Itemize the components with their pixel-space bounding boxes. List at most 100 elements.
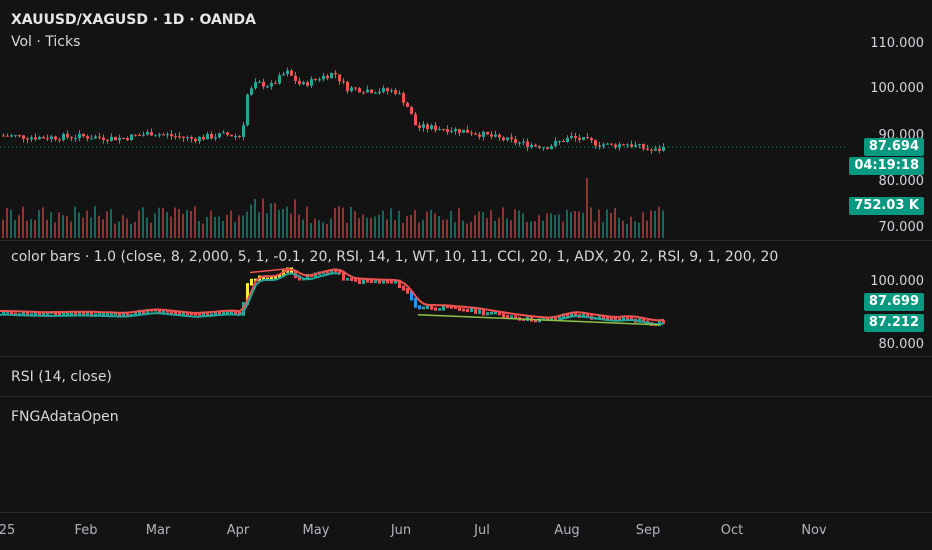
volume-bar [402, 222, 404, 238]
candle-body [174, 136, 177, 138]
candle-body [106, 139, 109, 141]
candle-body [514, 139, 517, 144]
volume-bar [354, 211, 356, 238]
candle-body [10, 135, 13, 137]
candle-body [206, 133, 209, 140]
fng-title[interactable]: FNGAdataOpen [11, 409, 119, 425]
color-bar [566, 313, 569, 317]
color-bar [486, 312, 489, 316]
volume-bar [214, 216, 216, 238]
candle-body [50, 136, 53, 139]
pane-separator[interactable] [0, 396, 932, 397]
color-bar [546, 317, 549, 321]
volume-bar [482, 212, 484, 238]
volume-bar [506, 218, 508, 238]
volume-bar [454, 222, 456, 238]
volume-bar [14, 219, 16, 238]
volume-bar [234, 222, 236, 238]
indicator-title[interactable]: color bars · 1.0 (close, 8, 2,000, 5, 1,… [11, 249, 779, 265]
volume-bar [178, 209, 180, 238]
symbol-title[interactable]: XAUUSD/XAGUSD · 1D · OANDA [11, 12, 256, 28]
price-tick-80: 80.000 [878, 174, 925, 189]
volume-bar [594, 221, 596, 238]
volume-bar [54, 222, 56, 238]
volume-bar [350, 206, 352, 238]
month-label: 25 [0, 523, 16, 538]
color-bar [66, 312, 69, 316]
countdown-badge: 04:19:18 [849, 157, 924, 175]
volume-bar [154, 213, 156, 238]
candle-body [66, 133, 69, 138]
color-bar [498, 311, 501, 316]
color-bar [614, 317, 617, 321]
volume-bar [530, 221, 532, 238]
candle-body [378, 91, 381, 93]
candle-body [650, 149, 653, 151]
volume-bar [498, 217, 500, 238]
color-bar [230, 309, 233, 314]
candle-body [222, 132, 225, 134]
candle-body [266, 86, 269, 88]
candle-body [2, 135, 5, 137]
last-price-badge: 87.694 [863, 138, 924, 156]
pane-separator[interactable] [0, 240, 932, 241]
candle-body [258, 81, 261, 83]
volume-bar [422, 219, 424, 238]
color-bar [466, 308, 469, 313]
candle-body [326, 75, 329, 79]
volume-bar [10, 209, 12, 238]
candle-body [294, 75, 297, 81]
candle-body [126, 138, 129, 141]
color-bar [2, 311, 5, 315]
color-bar [274, 275, 277, 279]
volume-bar [254, 198, 256, 238]
candle-body [142, 134, 145, 136]
color-bar [586, 313, 589, 318]
volume-bar [322, 222, 324, 238]
volume-bar [522, 213, 524, 238]
candle-body [462, 129, 465, 133]
color-bar [106, 312, 109, 316]
color-bar [598, 315, 601, 320]
candle-body [610, 143, 613, 145]
volume-bar [130, 223, 132, 238]
volume-bar [342, 207, 344, 238]
candle-body [386, 88, 389, 92]
volume-bar [38, 210, 40, 238]
candle-body [470, 132, 473, 134]
volume-bar [250, 204, 252, 238]
volume-label[interactable]: Vol · Ticks [11, 34, 81, 50]
month-label: Aug [554, 523, 580, 538]
candle-body [634, 144, 637, 147]
rsi-title[interactable]: RSI (14, close) [11, 369, 112, 385]
volume-bar [614, 207, 616, 238]
volume-bar [618, 217, 620, 238]
pane-separator[interactable] [0, 356, 932, 357]
color-bar [450, 305, 453, 309]
candle-body [102, 137, 105, 140]
candle-body [594, 140, 597, 146]
candle-body [486, 131, 489, 135]
volume-bar [602, 222, 604, 238]
volume-bar [182, 214, 184, 238]
volume-bar [410, 215, 412, 238]
candle-body [438, 129, 441, 131]
candle-body [250, 88, 253, 95]
volume-bar [434, 213, 436, 238]
candle-body [110, 136, 113, 141]
volume-bar [78, 212, 80, 238]
candle-body [506, 137, 509, 141]
candle-body [538, 146, 541, 149]
month-label: Feb [74, 523, 98, 538]
candle-body [74, 138, 77, 140]
color-bar [362, 278, 365, 285]
volume-bar [326, 223, 328, 238]
trend-line [249, 267, 291, 274]
volume-bar [430, 209, 432, 238]
volume-bar [526, 221, 528, 238]
candle-body [454, 129, 457, 132]
volume-bar [110, 209, 112, 238]
volume-bar [382, 210, 384, 238]
color-bar [406, 288, 409, 294]
